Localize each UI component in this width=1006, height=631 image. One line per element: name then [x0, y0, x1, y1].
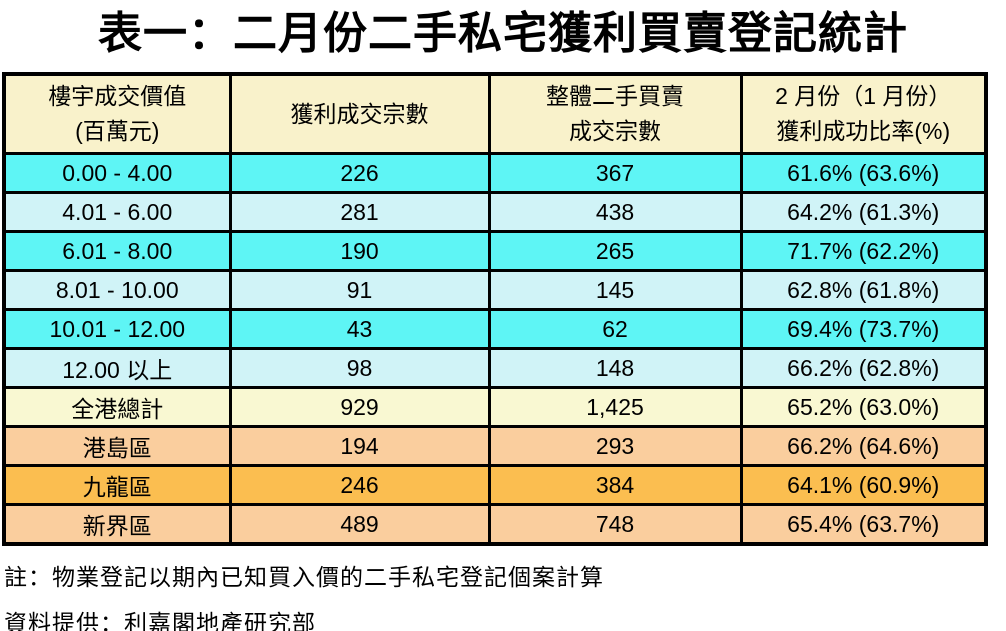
profit-deals-cell: 91 [228, 269, 491, 311]
profit-deals-cell: 929 [228, 386, 491, 428]
ratio-cell: 69.4% (73.7%) [739, 308, 988, 350]
total-deals-cell: 1,425 [487, 386, 743, 428]
ratio-cell: 65.4% (63.7%) [739, 503, 988, 546]
col-header-price-range-line2: (百萬元) [75, 118, 160, 144]
ratio-cell: 64.1% (60.9%) [739, 464, 988, 506]
total-deals-cell: 384 [487, 464, 743, 506]
row-label-cell: 全港總計 [2, 386, 232, 428]
district-label-cell: 九龍區 [2, 464, 232, 506]
header-row: 樓宇成交價值 (百萬元) 獲利成交宗數 整體二手買賣 成交宗數 2 月份（1 月… [2, 72, 988, 155]
total-deals-cell: 265 [487, 230, 743, 272]
price-range-cell: 10.01 - 12.00 [2, 308, 232, 350]
total-deals-cell: 62 [487, 308, 743, 350]
price-range-cell: 8.01 - 10.00 [2, 269, 232, 311]
table-row-band-10-12: 10.01 - 12.00 43 62 69.4% (73.7%) [2, 308, 988, 350]
col-header-ratio-line1: 2 月份（1 月份） [775, 83, 952, 109]
col-header-ratio: 2 月份（1 月份） 獲利成功比率(%) [739, 72, 988, 155]
ratio-cell: 66.2% (64.6%) [739, 425, 988, 467]
profit-deals-cell: 194 [228, 425, 491, 467]
total-deals-cell: 748 [487, 503, 743, 546]
total-deals-cell: 148 [487, 347, 743, 389]
table-row-band-6-8: 6.01 - 8.00 190 265 71.7% (62.2%) [2, 230, 988, 272]
total-deals-cell: 367 [487, 152, 743, 194]
price-range-cell: 6.01 - 8.00 [2, 230, 232, 272]
profit-deals-cell: 98 [228, 347, 491, 389]
table-row-hk-island: 港島區 194 293 66.2% (64.6%) [2, 425, 988, 467]
profit-deals-cell: 43 [228, 308, 491, 350]
profit-stats-table: 樓宇成交價值 (百萬元) 獲利成交宗數 整體二手買賣 成交宗數 2 月份（1 月… [2, 72, 988, 546]
ratio-cell: 66.2% (62.8%) [739, 347, 988, 389]
price-range-cell: 12.00 以上 [2, 347, 232, 389]
table-row-total: 全港總計 929 1,425 65.2% (63.0%) [2, 386, 988, 428]
profit-deals-cell: 281 [228, 191, 491, 233]
table-row-band-over-12: 12.00 以上 98 148 66.2% (62.8%) [2, 347, 988, 389]
table-row-new-territories: 新界區 489 748 65.4% (63.7%) [2, 503, 988, 546]
total-deals-cell: 293 [487, 425, 743, 467]
profit-deals-cell: 226 [228, 152, 491, 194]
page-title: 表一：二月份二手私宅獲利買賣登記統計 [98, 9, 908, 58]
price-range-cell: 0.00 - 4.00 [2, 152, 232, 194]
profit-deals-cell: 246 [228, 464, 491, 506]
col-header-ratio-line2: 獲利成功比率(%) [776, 118, 951, 144]
profit-deals-cell: 489 [228, 503, 491, 546]
ratio-cell: 62.8% (61.8%) [739, 269, 988, 311]
col-header-total-deals-line1: 整體二手買賣 [546, 83, 684, 109]
col-header-profit-deals: 獲利成交宗數 [228, 72, 491, 155]
district-label-cell: 新界區 [2, 503, 232, 546]
col-header-total-deals-line2: 成交宗數 [569, 118, 661, 144]
source-note: 資料提供：利嘉閣地產研究部 [4, 610, 316, 631]
district-label-cell: 港島區 [2, 425, 232, 467]
col-header-total-deals: 整體二手買賣 成交宗數 [487, 72, 743, 155]
profit-deals-cell: 190 [228, 230, 491, 272]
table-row-band-4-6: 4.01 - 6.00 281 438 64.2% (61.3%) [2, 191, 988, 233]
table-row-band-8-10: 8.01 - 10.00 91 145 62.8% (61.8%) [2, 269, 988, 311]
table-row-kowloon: 九龍區 246 384 64.1% (60.9%) [2, 464, 988, 506]
ratio-cell: 61.6% (63.6%) [739, 152, 988, 194]
ratio-cell: 64.2% (61.3%) [739, 191, 988, 233]
total-deals-cell: 145 [487, 269, 743, 311]
footnote: 註：物業登記以期內已知買入價的二手私宅登記個案計算 [4, 564, 604, 590]
ratio-cell: 71.7% (62.2%) [739, 230, 988, 272]
total-deals-cell: 438 [487, 191, 743, 233]
table-row-band-0-4: 0.00 - 4.00 226 367 61.6% (63.6%) [2, 152, 988, 194]
col-header-price-range: 樓宇成交價值 (百萬元) [2, 72, 232, 155]
price-range-cell: 4.01 - 6.00 [2, 191, 232, 233]
col-header-price-range-line1: 樓宇成交價值 [48, 83, 187, 109]
ratio-cell: 65.2% (63.0%) [739, 386, 988, 428]
col-header-profit-deals-line1: 獲利成交宗數 [290, 100, 429, 127]
